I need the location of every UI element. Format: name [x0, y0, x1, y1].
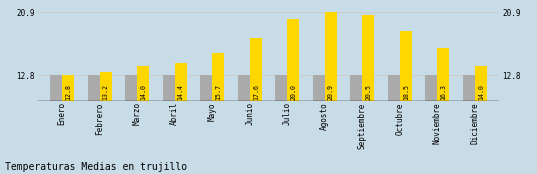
Bar — [350, 75, 362, 101]
Bar — [388, 75, 400, 101]
Text: 20.0: 20.0 — [291, 84, 296, 100]
Bar — [438, 48, 449, 101]
Text: 14.0: 14.0 — [478, 84, 484, 100]
Bar — [163, 75, 175, 101]
Bar — [475, 66, 487, 101]
Bar — [88, 75, 99, 101]
Text: 16.3: 16.3 — [440, 84, 446, 100]
Bar — [250, 38, 262, 101]
Bar — [400, 31, 412, 101]
Bar — [137, 66, 149, 101]
Text: 15.7: 15.7 — [215, 84, 221, 100]
Bar — [175, 63, 187, 101]
Text: 12.8: 12.8 — [65, 84, 71, 100]
Bar — [313, 75, 325, 101]
Bar — [99, 72, 112, 101]
Bar — [362, 15, 374, 101]
Text: 17.6: 17.6 — [253, 84, 259, 100]
Bar — [275, 75, 287, 101]
Text: 20.5: 20.5 — [365, 84, 372, 100]
Text: 14.4: 14.4 — [178, 84, 184, 100]
Text: 20.9: 20.9 — [328, 84, 334, 100]
Bar — [238, 75, 250, 101]
Bar — [62, 75, 74, 101]
Bar — [50, 75, 62, 101]
Text: 14.0: 14.0 — [140, 84, 146, 100]
Text: Temperaturas Medias en trujillo: Temperaturas Medias en trujillo — [5, 162, 187, 172]
Bar — [200, 75, 212, 101]
Bar — [125, 75, 137, 101]
Bar — [425, 75, 438, 101]
Text: 18.5: 18.5 — [403, 84, 409, 100]
Bar — [325, 12, 337, 101]
Text: 13.2: 13.2 — [103, 84, 108, 100]
Bar — [287, 19, 299, 101]
Bar — [212, 53, 224, 101]
Bar — [463, 75, 475, 101]
